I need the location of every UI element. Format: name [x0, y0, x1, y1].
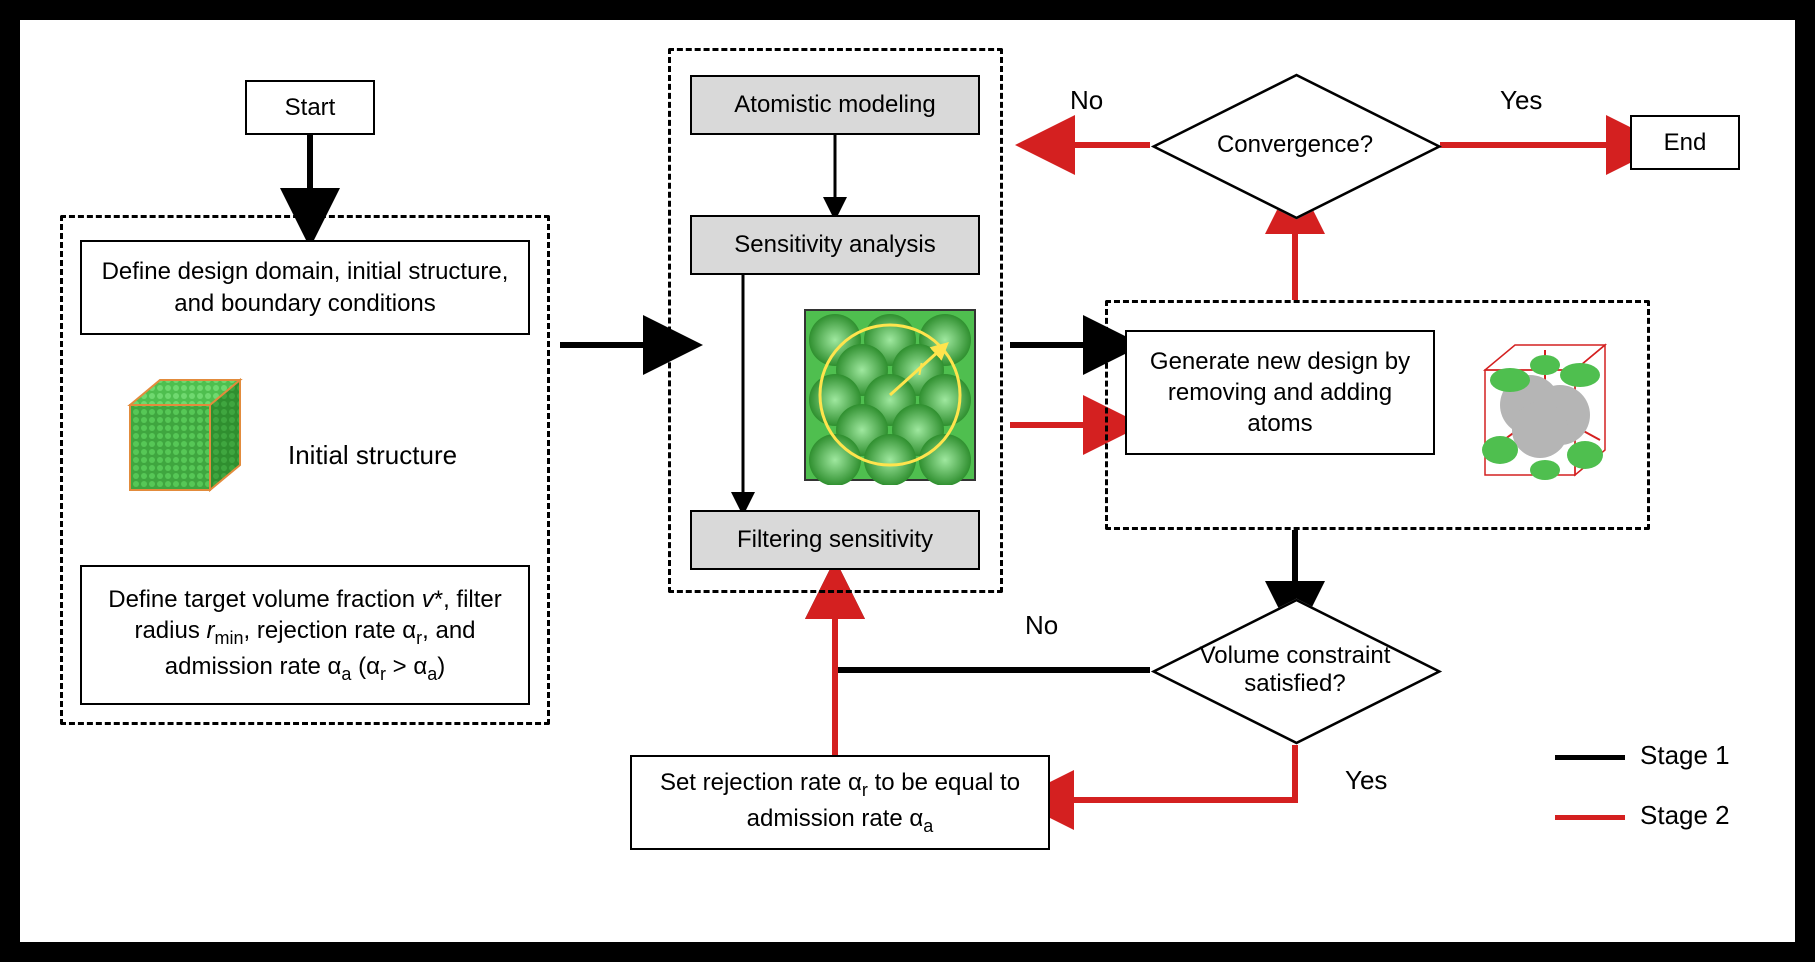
- sensitivity-analysis-text: Sensitivity analysis: [734, 229, 935, 260]
- define-params-text: Define target volume fraction v*, filter…: [96, 584, 514, 686]
- define-params-box: Define target volume fraction v*, filter…: [80, 565, 530, 705]
- legend-stage1-line: [1555, 755, 1625, 760]
- convergence-decision: Convergence?: [1155, 75, 1435, 215]
- initial-structure-cube-icon: [100, 360, 250, 510]
- filtering-sensitivity-text: Filtering sensitivity: [737, 524, 933, 555]
- filtering-sensitivity-box: Filtering sensitivity: [690, 510, 980, 570]
- volume-constraint-text: Volume constraint satisfied?: [1155, 642, 1435, 698]
- define-domain-box: Define design domain, initial structure,…: [80, 240, 530, 335]
- convergence-no-label: No: [1070, 85, 1103, 116]
- define-domain-text: Define design domain, initial structure,…: [96, 256, 514, 318]
- optimized-structure-icon: [1455, 320, 1635, 500]
- initial-structure-label: Initial structure: [288, 440, 457, 471]
- legend-stage2-line: [1555, 815, 1625, 820]
- set-rejection-rate-text: Set rejection rate αr to be equal to adm…: [646, 767, 1034, 837]
- atomistic-modeling-box: Atomistic modeling: [690, 75, 980, 135]
- end-node: End: [1630, 115, 1740, 170]
- start-label: Start: [285, 92, 336, 123]
- filter-radius-atoms-icon: r: [800, 305, 980, 485]
- volume-constraint-decision: Volume constraint satisfied?: [1155, 600, 1435, 740]
- convergence-yes-label: Yes: [1500, 85, 1542, 116]
- sensitivity-analysis-box: Sensitivity analysis: [690, 215, 980, 275]
- generate-design-text: Generate new design by removing and addi…: [1141, 346, 1419, 440]
- generate-design-box: Generate new design by removing and addi…: [1125, 330, 1435, 455]
- atomistic-modeling-text: Atomistic modeling: [734, 89, 935, 120]
- volume-yes-label: Yes: [1345, 765, 1387, 796]
- end-label: End: [1664, 127, 1707, 158]
- flowchart-canvas: Start End Define design domain, initial …: [20, 20, 1795, 942]
- set-rejection-rate-box: Set rejection rate αr to be equal to adm…: [630, 755, 1050, 850]
- convergence-text: Convergence?: [1187, 131, 1403, 159]
- legend-stage2-label: Stage 2: [1640, 800, 1730, 831]
- volume-no-label: No: [1025, 610, 1058, 641]
- start-node: Start: [245, 80, 375, 135]
- legend-stage1-label: Stage 1: [1640, 740, 1730, 771]
